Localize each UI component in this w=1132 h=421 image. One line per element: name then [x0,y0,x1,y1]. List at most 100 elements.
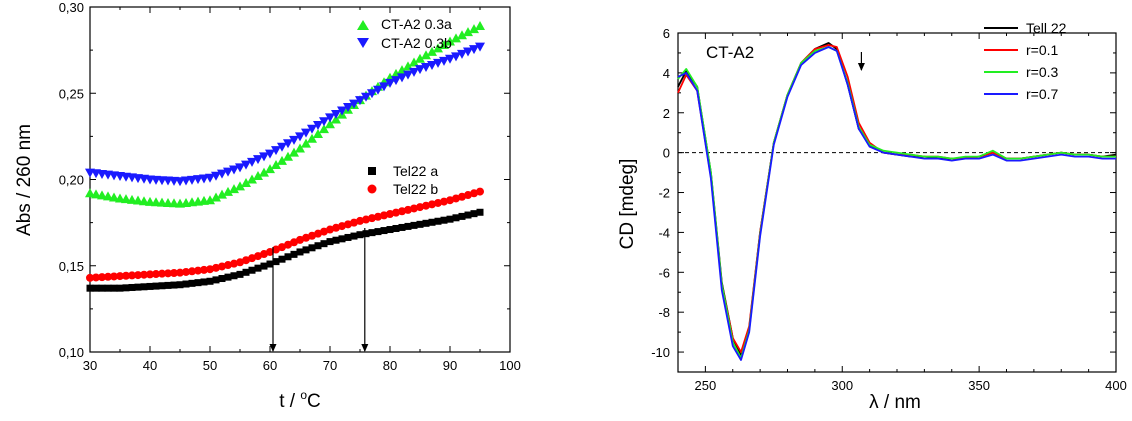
legend-label: r=0.3 [1026,64,1059,80]
data-point [374,212,382,221]
data-point [218,262,226,271]
series-tel22-b [86,187,484,282]
data-point [164,269,172,278]
y-tick-label: 0,15 [59,259,84,274]
data-point [242,256,250,265]
data-point [464,211,472,219]
left-legend-top: CT-A2 0.3a CT-A2 0.3b [357,16,452,51]
data-point [211,192,221,202]
data-point [439,39,449,49]
data-point [475,42,485,52]
data-point [439,56,449,66]
legend-marker-circle [367,184,377,194]
data-point [290,250,298,258]
data-point [277,142,287,152]
data-point [277,155,287,165]
data-point [367,89,377,99]
data-point [188,279,196,287]
data-point [452,194,460,203]
x-tick-label: 350 [968,378,990,393]
data-point [182,280,190,288]
data-point [440,216,448,224]
data-point [302,233,310,242]
data-point [421,63,431,73]
data-point [247,174,257,184]
data-point [380,227,388,235]
data-point [181,176,191,186]
data-point [301,138,311,148]
data-point [122,284,130,292]
data-point [176,268,184,277]
data-point [182,267,190,276]
data-point [116,272,124,281]
data-point [338,235,346,243]
data-point [296,248,304,256]
data-point [410,204,418,213]
data-point [115,193,125,203]
data-point [98,273,106,282]
data-point [343,103,353,113]
data-point [464,191,472,200]
data-point [319,117,329,127]
y-tick-label: -10 [651,345,670,360]
data-point [92,284,100,292]
data-point [122,271,130,280]
data-point [247,157,257,167]
data-point [373,85,383,95]
data-point [170,268,178,277]
data-point [146,282,154,290]
data-point [205,173,215,183]
data-point [445,54,455,64]
y-tick-label: 0,20 [59,173,84,188]
data-point [86,273,94,282]
data-point [212,263,220,272]
data-point [427,60,437,70]
data-point [386,226,394,234]
y-tick-label: 2 [663,106,670,121]
data-point [134,283,142,291]
data-point [218,275,226,283]
data-point [398,223,406,231]
data-point [386,210,394,218]
arrow-head [857,63,865,71]
data-point [211,171,221,181]
data-point [422,219,430,227]
data-point [428,218,436,226]
data-point [206,265,214,274]
data-point [374,228,382,236]
data-point [266,260,274,268]
data-point [446,215,454,223]
data-point [433,43,443,53]
data-point [295,143,305,153]
data-point [284,240,292,249]
left-x-title-unit: C [307,391,321,412]
left-annotations [269,228,369,352]
data-point [362,230,370,238]
data-point [314,242,322,250]
y-tick-label: 0,25 [59,86,84,101]
data-point [325,113,335,123]
data-point [361,92,371,102]
data-point [422,201,430,210]
data-point [326,225,334,234]
series-ct-a2-0-3b [85,42,485,187]
data-point [410,221,418,229]
data-point [92,273,100,282]
y-tick-label: 6 [663,26,670,41]
data-point [457,49,467,59]
y-tick-label: -4 [658,225,670,240]
data-point [451,52,461,62]
data-point [379,82,389,92]
data-point [278,255,286,263]
data-point [127,194,137,204]
data-point [320,240,328,248]
y-tick-label: 0 [663,146,670,161]
data-point [223,167,233,177]
left-series [85,20,485,292]
y-tick-label: -8 [658,305,670,320]
y-tick-label: 4 [663,66,670,81]
data-point [380,211,388,220]
data-point [452,214,460,222]
data-point [296,235,304,244]
x-tick-label: 100 [499,358,521,373]
